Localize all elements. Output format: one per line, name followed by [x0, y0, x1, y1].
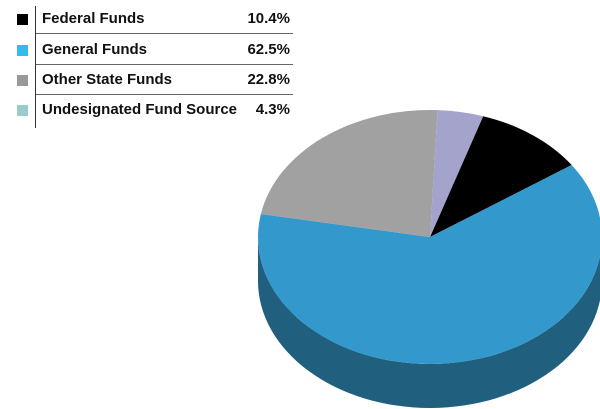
legend-swatch: [17, 14, 28, 25]
legend-value: 62.5%: [247, 41, 290, 58]
legend-item-other-state-funds: Other State Funds 22.8%: [0, 65, 293, 95]
pie-slice-general-funds: [258, 164, 600, 364]
legend-separator: [36, 94, 293, 95]
legend-swatch: [17, 75, 28, 86]
legend-divider: [35, 6, 36, 128]
legend-label: Federal Funds: [42, 10, 145, 27]
pie-top-layer: [258, 110, 600, 364]
legend-label: Undesignated Fund Source: [42, 101, 238, 118]
legend-item-federal-funds: Federal Funds 10.4%: [0, 4, 293, 34]
legend-value: 10.4%: [247, 10, 290, 27]
pie-slice-undesignated-fund-source: [430, 110, 484, 237]
pie-depth-layer: [258, 237, 600, 408]
legend-separator: [36, 33, 293, 34]
legend-separator: [36, 64, 293, 65]
pie-side-general-funds: [258, 237, 600, 408]
legend-swatch: [17, 105, 28, 116]
legend-value: 4.3%: [255, 101, 290, 118]
pie-slice-other-state-funds: [260, 110, 438, 237]
legend-label: General Funds: [42, 41, 148, 58]
legend-value: 22.8%: [247, 71, 290, 88]
pie-slice-federal-funds: [430, 116, 572, 237]
legend-swatch: [17, 45, 28, 56]
legend-label: Other State Funds: [42, 71, 173, 88]
legend-item-undesignated-fund-source: Undesignated Fund Source 4.3%: [0, 95, 293, 125]
legend-item-general-funds: General Funds 62.5%: [0, 35, 293, 65]
